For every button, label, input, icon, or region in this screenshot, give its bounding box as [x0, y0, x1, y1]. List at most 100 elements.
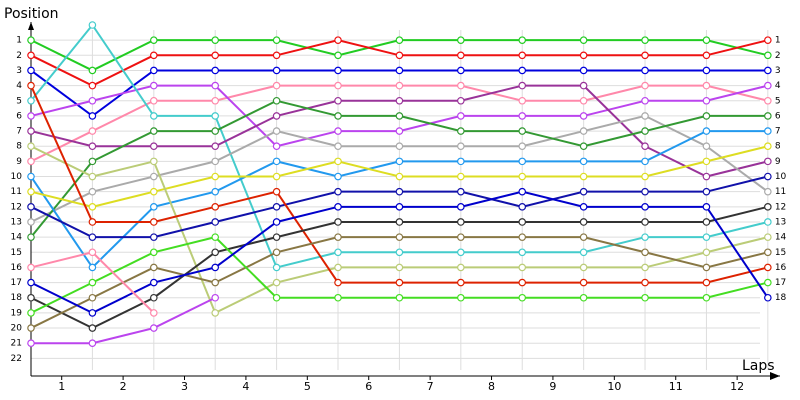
lap-marker — [702, 36, 711, 44]
lap-marker — [27, 172, 35, 181]
y-tick-label: 14 — [11, 233, 23, 243]
y-tick-label: 11 — [11, 187, 22, 197]
lap-marker — [334, 203, 342, 211]
lap-marker — [457, 263, 465, 272]
x-tick-label: 6 — [365, 380, 372, 393]
lap-marker — [702, 172, 711, 181]
lap-marker — [702, 51, 711, 60]
y-tick-label: 13 — [11, 217, 22, 227]
lap-marker — [27, 187, 35, 196]
y-tick-label: 6 — [16, 111, 22, 121]
y-tick-label: 10 — [11, 172, 23, 182]
lap-marker — [27, 66, 35, 75]
y-tick-label: 3 — [16, 66, 22, 76]
lap-marker — [211, 263, 220, 272]
lap-marker — [27, 218, 35, 226]
lap-marker — [27, 112, 35, 120]
x-tick-label: 10 — [607, 380, 621, 393]
lap-marker — [334, 263, 342, 272]
lap-marker — [27, 127, 35, 135]
lap-marker — [764, 278, 772, 287]
lap-marker — [272, 172, 281, 181]
lap-marker — [395, 127, 404, 135]
lap-marker — [641, 218, 649, 226]
lap-marker — [334, 66, 342, 75]
lap-marker — [764, 112, 772, 120]
lap-marker — [702, 218, 711, 226]
lap-marker — [88, 278, 97, 287]
lap-marker — [211, 187, 220, 196]
lap-marker — [211, 233, 220, 241]
lap-marker — [27, 96, 35, 105]
lap-marker — [88, 233, 97, 241]
lap-marker — [150, 96, 158, 105]
x-tick-label: 12 — [730, 380, 744, 393]
y-tick-label: 2 — [16, 51, 22, 61]
lap-marker — [518, 36, 527, 44]
lap-marker — [272, 278, 281, 287]
lap-marker — [702, 278, 711, 287]
lap-marker — [457, 112, 465, 120]
lap-marker — [334, 112, 342, 120]
lap-marker — [334, 172, 342, 181]
lap-marker — [457, 127, 465, 135]
lap-marker — [518, 112, 527, 120]
final-position-label: 18 — [775, 293, 787, 303]
lap-marker — [457, 81, 465, 90]
lap-marker — [88, 157, 97, 166]
lap-marker — [334, 278, 342, 287]
lap-marker — [702, 112, 711, 120]
lap-marker — [641, 278, 649, 287]
lap-marker — [88, 187, 97, 196]
lap-marker — [150, 278, 158, 287]
lap-marker — [211, 157, 220, 166]
final-position-label: 5 — [775, 96, 781, 106]
lap-marker — [211, 309, 220, 317]
lap-marker — [395, 142, 404, 151]
lap-marker — [88, 339, 97, 347]
y-tick-label: 1 — [16, 36, 22, 46]
lap-marker — [150, 51, 158, 60]
lap-marker — [641, 66, 649, 75]
lap-marker — [211, 51, 220, 60]
lap-marker — [395, 218, 404, 226]
lap-marker — [88, 81, 97, 90]
y-tick-label: 17 — [11, 278, 22, 288]
lap-marker — [150, 309, 158, 317]
lap-marker — [764, 187, 772, 196]
lap-marker — [518, 157, 527, 166]
lap-marker — [272, 203, 281, 211]
lap-marker — [27, 278, 35, 287]
lap-marker — [764, 203, 772, 211]
lap-marker — [272, 293, 281, 302]
lap-marker — [27, 263, 35, 272]
y-tick-label: 7 — [16, 127, 22, 137]
lap-marker — [88, 203, 97, 211]
lap-marker — [579, 248, 588, 257]
lap-marker — [272, 66, 281, 75]
lap-marker — [272, 112, 281, 120]
lap-marker — [702, 81, 711, 90]
lap-marker — [395, 112, 404, 120]
lap-marker — [457, 66, 465, 75]
lap-marker — [150, 203, 158, 211]
lap-marker — [395, 187, 404, 196]
lap-marker — [579, 172, 588, 181]
lap-marker — [272, 96, 281, 105]
lap-marker — [150, 293, 158, 302]
y-tick-label: 5 — [16, 96, 22, 106]
lap-marker — [150, 157, 158, 166]
lap-marker — [88, 293, 97, 302]
y-tick-label: 22 — [11, 354, 22, 364]
lap-marker — [641, 263, 649, 272]
lap-marker — [764, 263, 772, 272]
lap-marker — [764, 142, 772, 151]
lap-marker — [579, 36, 588, 44]
lap-marker — [579, 66, 588, 75]
series-line — [31, 296, 216, 345]
lap-marker — [211, 96, 220, 105]
lap-marker — [395, 36, 404, 44]
lap-marker — [150, 142, 158, 151]
lap-marker — [211, 203, 220, 211]
lap-marker — [641, 51, 649, 60]
